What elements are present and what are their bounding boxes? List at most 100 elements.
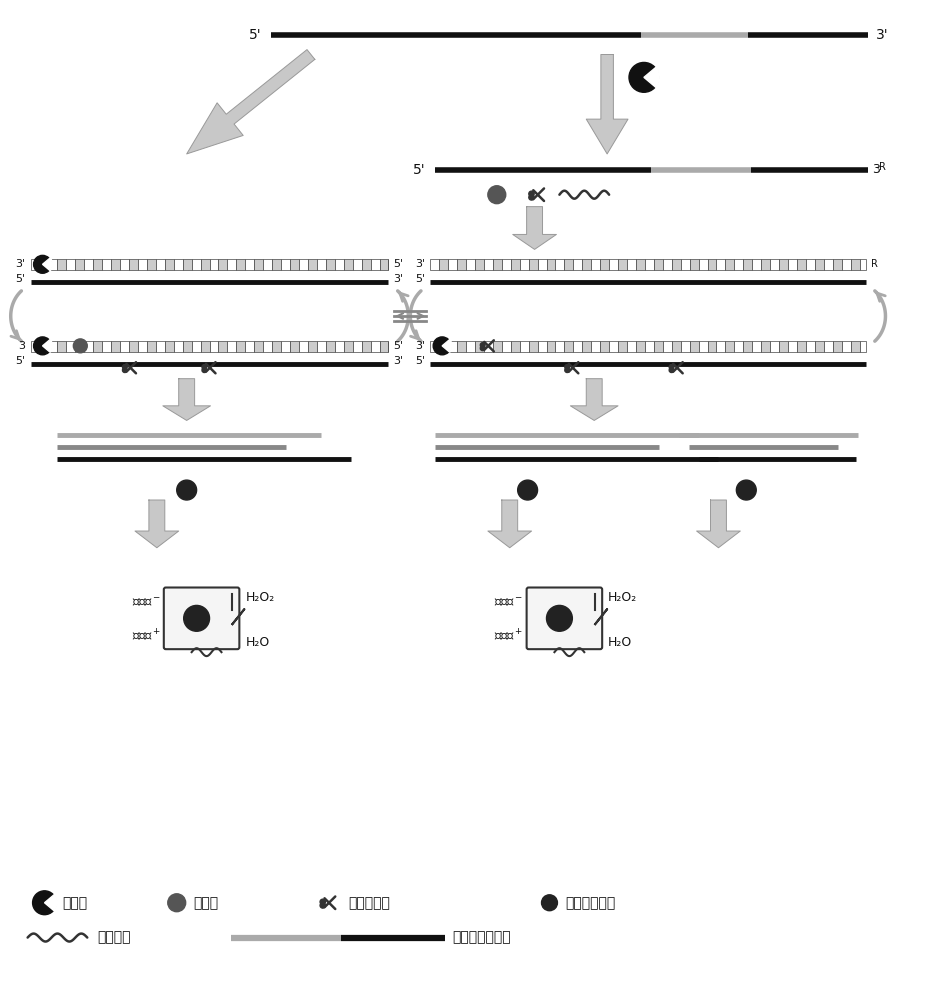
Bar [227,341,236,352]
Bar [841,341,850,352]
Bar [725,341,733,352]
Wedge shape [43,258,53,271]
Bar [502,259,510,270]
Bar [281,259,290,270]
Bar [671,259,680,270]
Bar [93,259,102,270]
Bar [805,341,814,352]
Bar [129,259,138,270]
Bar [662,341,671,352]
Bar [635,341,644,352]
Bar [343,341,352,352]
Bar [644,259,654,270]
Circle shape [73,339,87,353]
Bar [528,259,537,270]
Bar [600,341,608,352]
Bar [475,341,483,352]
Bar [192,341,200,352]
Bar [680,259,689,270]
FancyBboxPatch shape [164,588,239,649]
Bar [779,341,787,352]
Bar [760,341,769,352]
Circle shape [528,191,534,196]
Text: H₂O₂: H₂O₂ [607,591,637,604]
Circle shape [202,368,207,373]
Circle shape [735,480,756,500]
Text: 3': 3' [414,341,425,351]
Bar [31,259,40,270]
Text: 5': 5' [248,28,260,42]
Bar [465,341,475,352]
Polygon shape [134,500,179,548]
Bar [850,341,858,352]
Text: H₂O₂: H₂O₂ [245,591,274,604]
Bar [236,259,245,270]
Bar [272,259,281,270]
Bar [537,259,546,270]
Bar [316,259,325,270]
Bar [752,259,760,270]
Bar [138,259,146,270]
Bar [438,341,448,352]
Wedge shape [643,67,659,88]
Bar [483,259,492,270]
Bar [84,341,93,352]
Text: 聚合酶: 聚合酶 [194,896,219,910]
Bar [590,341,600,352]
Bar [173,259,183,270]
Bar [102,341,111,352]
Bar [138,341,146,352]
Text: 端粒酶: 端粒酶 [62,896,87,910]
Text: 5': 5' [393,341,403,351]
Text: 5': 5' [393,259,403,269]
Bar [129,341,138,352]
Bar [254,341,263,352]
Text: 3': 3' [874,28,887,42]
Bar [483,341,492,352]
Circle shape [528,195,534,200]
Bar [635,259,644,270]
Bar [165,341,173,352]
Bar [75,259,84,270]
Bar [573,259,581,270]
Bar [528,341,537,352]
Bar [627,259,635,270]
Text: 5': 5' [413,163,425,177]
Polygon shape [512,207,556,249]
Text: 3: 3 [19,341,26,351]
Bar [841,259,850,270]
Bar [519,341,528,352]
Bar [457,259,465,270]
Bar [245,259,254,270]
Bar [156,341,165,352]
Bar [733,341,743,352]
Bar [210,259,218,270]
Bar [308,341,316,352]
Bar [546,259,555,270]
Bar [832,259,841,270]
Bar [725,259,733,270]
Bar [173,341,183,352]
Bar [706,259,716,270]
Circle shape [320,903,325,908]
Polygon shape [488,500,531,548]
Bar [254,259,263,270]
Polygon shape [162,379,210,420]
Bar [475,259,483,270]
Wedge shape [43,339,53,352]
Bar [370,341,379,352]
Circle shape [480,346,485,351]
Bar [316,341,325,352]
Bar [146,259,156,270]
Bar [832,341,841,352]
Circle shape [433,337,451,355]
Bar [308,259,316,270]
Bar [200,259,210,270]
Bar [733,259,743,270]
Bar [48,259,57,270]
Text: 3': 3' [414,259,425,269]
Bar [662,259,671,270]
Bar [227,259,236,270]
Bar [111,259,120,270]
Bar [40,341,48,352]
